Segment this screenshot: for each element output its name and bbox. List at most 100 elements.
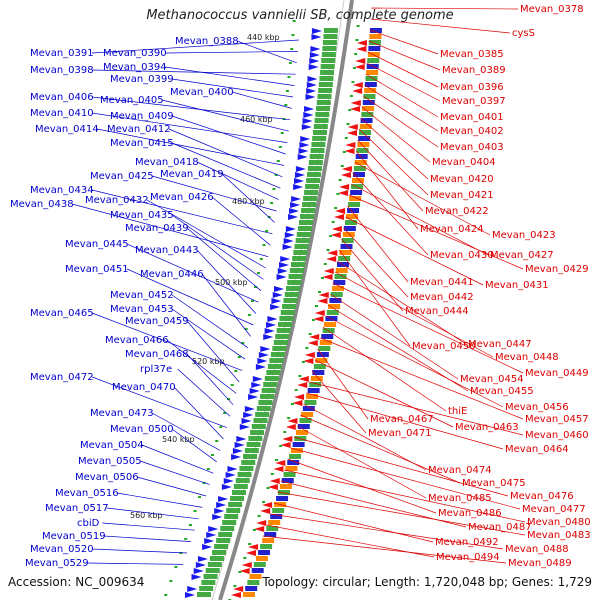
tick-mark: [291, 34, 295, 36]
tick-mark: [288, 62, 292, 64]
gene-arrow-forward: [311, 34, 322, 40]
gene-block: [297, 424, 310, 429]
gene-arrow-reverse: [356, 40, 367, 46]
gene-label-left: Mevan_0451: [65, 264, 129, 275]
scale-ticks: 440 kbp 460 kbp 480 kbp 500 kbp 520 kbp 540 k…: [130, 20, 360, 600]
gene-arrow-reverse: [326, 256, 337, 262]
gene-block: [309, 154, 324, 159]
leader-line: [164, 66, 295, 86]
leader-line: [365, 73, 439, 118]
tick-mark: [354, 53, 358, 55]
gene-block: [340, 244, 353, 249]
gene-arrow-reverse: [287, 418, 298, 424]
gene-label-left: Mevan_0439: [125, 223, 189, 234]
tick-mark: [285, 90, 289, 92]
gene-block: [196, 592, 211, 597]
gene-block: [367, 52, 380, 57]
gene-arrow-forward: [272, 292, 283, 298]
leader-line: [139, 460, 210, 485]
gene-block: [302, 406, 315, 411]
gene-arrow-reverse: [318, 292, 329, 298]
tick-mark: [237, 356, 241, 358]
gene-label-left: Mevan_0400: [170, 87, 234, 98]
leader-line: [273, 502, 434, 543]
gene-block: [302, 202, 317, 207]
gene-label-right: Mevan_0477: [522, 504, 586, 515]
gene-label-right: Mevan_0403: [440, 142, 504, 153]
tick-mark: [248, 543, 252, 545]
gene-block: [316, 100, 331, 105]
leader-line: [345, 216, 484, 286]
gene-block: [356, 148, 369, 153]
map-title: Methanococcus vannielii SB, complete gen…: [146, 8, 454, 23]
leader-line: [277, 491, 526, 536]
gene-block: [310, 376, 323, 381]
gene-block: [251, 568, 264, 573]
gene-label-right: Mevan_0402: [440, 126, 504, 137]
gene-label-left: Mevan_0414: [35, 124, 99, 135]
leader-line: [337, 260, 467, 345]
gene-block: [339, 250, 352, 255]
leader-line: [364, 84, 439, 132]
gene-label-left: Mevan_0390: [103, 48, 167, 59]
gene-arrow-reverse: [314, 310, 325, 316]
leader-line: [354, 161, 491, 236]
tick-mark: [315, 305, 318, 307]
gene-arrow-forward: [302, 118, 313, 124]
leader-line: [325, 315, 504, 408]
gene-label-left: Mevan_0415: [110, 138, 174, 149]
gene-block: [224, 514, 239, 519]
tick-mark: [274, 174, 278, 176]
gene-label-right: Mevan_0454: [460, 374, 524, 385]
gene-arrow-forward: [258, 352, 269, 358]
leader-line: [126, 268, 254, 326]
gene-block: [296, 430, 309, 435]
gene-arrow-reverse: [339, 184, 350, 190]
gene-label-right: Mevan_0485: [428, 493, 492, 504]
gene-arrow-reverse: [292, 400, 303, 406]
gene-block: [328, 304, 341, 309]
tick-mark: [233, 585, 237, 587]
leader-line: [361, 106, 431, 163]
gene-block: [295, 238, 310, 243]
tick-mark: [349, 95, 353, 97]
accession-text: Accession: NC_009634: [8, 575, 145, 589]
gene-arrow-forward: [197, 556, 208, 562]
gene-block: [293, 250, 308, 255]
tick-mark: [206, 468, 210, 470]
gene-block: [249, 574, 262, 579]
tick-mark: [251, 300, 254, 302]
gene-block: [276, 496, 289, 501]
leader-line: [177, 368, 231, 417]
gene-label-right: Mevan_0486: [438, 508, 502, 519]
leader-line: [322, 326, 447, 412]
leader-line: [171, 428, 217, 463]
gene-block: [253, 562, 266, 567]
gene-arrow-reverse: [256, 520, 267, 526]
gene-block: [296, 232, 311, 237]
gene-label-right: Mevan_0448: [495, 352, 559, 363]
leader-line: [347, 205, 409, 283]
leader-line: [136, 476, 207, 497]
leader-line: [297, 425, 427, 499]
tick-mark: [290, 403, 294, 405]
tick-mark: [244, 328, 248, 330]
topology-text: Topology: circular; Length: 1,720,048 bp…: [262, 575, 592, 589]
leader-line: [141, 444, 214, 474]
gene-block: [314, 118, 329, 123]
gene-label-left: Mevan_0406: [30, 92, 94, 103]
gene-block: [230, 496, 245, 501]
gene-block: [286, 286, 301, 291]
gene-block: [235, 478, 250, 483]
gene-block: [298, 220, 313, 225]
gene-block: [350, 190, 363, 195]
gene-block: [280, 310, 295, 315]
gene-block: [294, 244, 309, 249]
gene-arrow-reverse: [335, 208, 346, 214]
gene-label-right: Mevan_0487: [468, 522, 532, 533]
leader-line: [343, 227, 409, 298]
gene-arrow-forward: [264, 328, 275, 334]
tick-mark: [275, 459, 279, 461]
leader-line: [186, 227, 262, 292]
gene-block: [323, 34, 338, 39]
